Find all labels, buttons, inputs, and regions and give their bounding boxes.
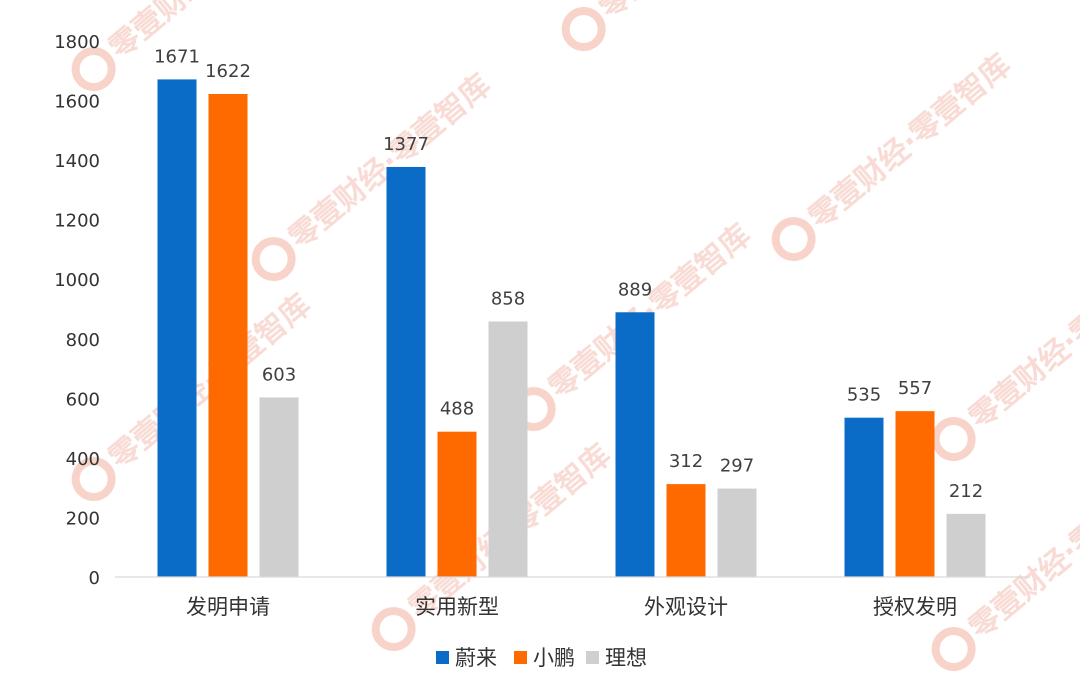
x-category-label: 授权发明 bbox=[873, 595, 957, 619]
legend-swatch bbox=[586, 651, 599, 664]
y-tick-label: 1400 bbox=[54, 151, 100, 172]
legend-label: 理想 bbox=[605, 646, 647, 670]
watermark-item: 零壹财经·零壹智库 bbox=[931, 248, 1080, 462]
y-tick-label: 1200 bbox=[54, 211, 100, 232]
watermark-logo-icon bbox=[771, 217, 816, 262]
watermark-logo-icon bbox=[71, 457, 116, 502]
data-label: 889 bbox=[618, 279, 652, 300]
bar-3-3 bbox=[717, 488, 757, 577]
bar-2-2 bbox=[437, 431, 477, 577]
watermark-logo-icon bbox=[71, 47, 116, 92]
y-axis: 0 200 400 600 800 1000 1200 1400 1600 1800 bbox=[54, 32, 100, 589]
data-label: 212 bbox=[949, 481, 983, 502]
y-tick-label: 400 bbox=[66, 449, 100, 470]
y-tick-label: 1800 bbox=[54, 32, 100, 53]
data-label: 557 bbox=[898, 378, 932, 399]
watermark-text: 零壹财经·零壹智库 bbox=[963, 248, 1080, 436]
legend-label: 蔚来 bbox=[455, 646, 497, 670]
legend-item: 小鹏 bbox=[514, 646, 575, 670]
x-category-label: 实用新型 bbox=[415, 595, 499, 619]
bar-2-3 bbox=[666, 484, 706, 577]
x-category-label: 发明申请 bbox=[186, 595, 270, 619]
legend-item: 理想 bbox=[586, 646, 647, 670]
data-label: 312 bbox=[669, 451, 703, 472]
data-label: 488 bbox=[440, 399, 474, 420]
x-category-label: 外观设计 bbox=[644, 595, 728, 619]
watermark-logo-icon bbox=[561, 7, 606, 52]
bar-1-1 bbox=[157, 79, 197, 577]
watermark-item: 零壹财经·零壹智库 bbox=[771, 48, 1018, 262]
y-tick-label: 1600 bbox=[54, 92, 100, 113]
watermark-logo-icon bbox=[931, 627, 976, 672]
data-label: 535 bbox=[847, 385, 881, 406]
legend-swatch bbox=[436, 651, 449, 664]
legend-label: 小鹏 bbox=[533, 646, 575, 670]
legend: 蔚来 小鹏 理想 bbox=[436, 646, 647, 670]
y-tick-label: 200 bbox=[66, 508, 100, 529]
bar-2-4 bbox=[895, 411, 935, 577]
y-tick-label: 1000 bbox=[54, 270, 100, 291]
watermark-text: 零壹财经·零壹智库 bbox=[803, 48, 1018, 236]
data-label: 1671 bbox=[154, 46, 200, 67]
bar-1-4 bbox=[844, 417, 884, 577]
watermark-text: 零壹财经·零壹智库 bbox=[103, 0, 318, 66]
y-tick-label: 0 bbox=[89, 568, 100, 589]
data-label: 297 bbox=[720, 456, 754, 477]
watermark-logo-icon bbox=[251, 237, 296, 282]
watermark-text: 零壹财经·零壹智库 bbox=[593, 0, 808, 26]
bar-2-1 bbox=[208, 94, 248, 577]
watermark-item: 零壹财经·零壹智库 bbox=[561, 0, 808, 52]
data-label: 858 bbox=[491, 289, 525, 310]
legend-swatch bbox=[514, 651, 527, 664]
bar-3-4 bbox=[946, 513, 986, 577]
bar-1-3 bbox=[615, 312, 655, 577]
data-label: 603 bbox=[262, 364, 296, 385]
watermark-logo-icon bbox=[371, 607, 416, 652]
bar-3-2 bbox=[488, 321, 528, 577]
watermark-item: 零壹财经·零壹智库 bbox=[251, 68, 498, 282]
watermark-logo-icon bbox=[931, 417, 976, 462]
data-label: 1622 bbox=[205, 61, 251, 82]
bar-3-1 bbox=[259, 397, 299, 577]
legend-item: 蔚来 bbox=[436, 646, 497, 670]
y-tick-label: 800 bbox=[66, 330, 100, 351]
x-axis: 发明申请 实用新型 外观设计 授权发明 bbox=[186, 595, 957, 619]
bar-1-2 bbox=[386, 166, 426, 577]
data-label: 1377 bbox=[383, 134, 429, 155]
y-tick-label: 600 bbox=[66, 389, 100, 410]
